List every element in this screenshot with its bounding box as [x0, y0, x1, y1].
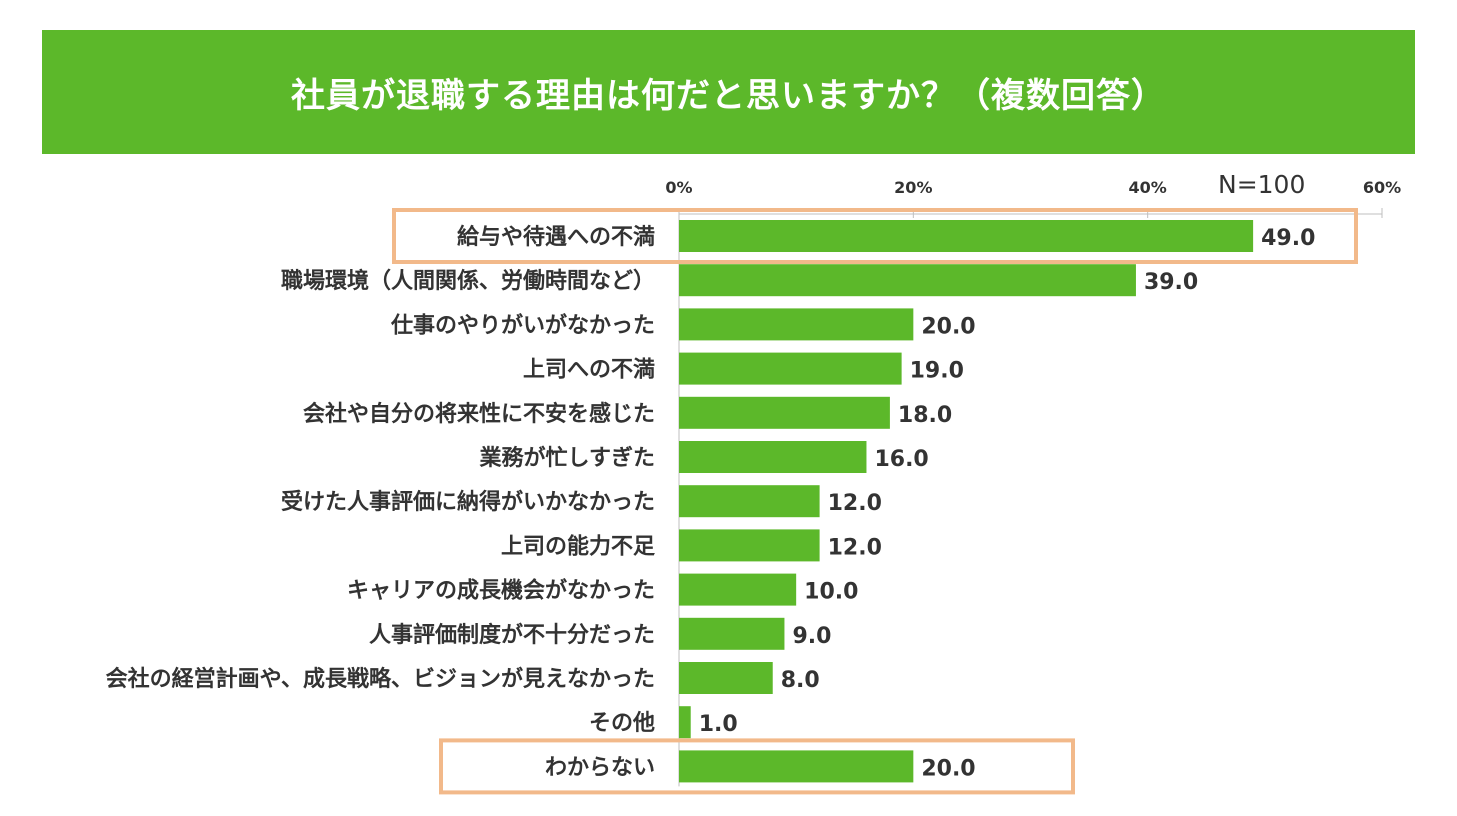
highlight-frame	[392, 208, 1358, 264]
value-label: 10.0	[804, 580, 858, 605]
x-tick-label: 0%	[665, 178, 692, 197]
value-label: 19.0	[910, 359, 964, 384]
value-label: 49.0	[1261, 226, 1315, 251]
bar	[679, 352, 902, 385]
sample-size-label: N=100	[1218, 170, 1306, 199]
value-label: 9.0	[792, 624, 831, 649]
category-label: 人事評価制度が不十分だった	[369, 622, 655, 648]
value-label: 8.0	[781, 668, 820, 693]
bar	[679, 617, 785, 650]
value-label: 39.0	[1144, 270, 1198, 295]
bar	[679, 396, 890, 429]
bar	[679, 706, 691, 739]
bar	[679, 529, 820, 562]
x-tick-label: 40%	[1129, 178, 1167, 197]
bar	[679, 264, 1136, 297]
x-tick-label: 20%	[894, 178, 932, 197]
bar	[679, 441, 867, 473]
category-label: 会社の経営計画や、成長戦略、ビジョンが見えなかった	[106, 666, 655, 692]
category-label: 受けた人事評価に納得がいかなかった	[281, 489, 655, 515]
value-label: 16.0	[874, 447, 928, 472]
title-banner: 社員が退職する理由は何だと思いますか？（複数回答）	[42, 30, 1415, 154]
category-label: 業務が忙しすぎた	[479, 445, 655, 471]
value-label: 12.0	[828, 491, 882, 516]
value-label: 18.0	[898, 403, 952, 428]
category-label: 上司の能力不足	[501, 533, 655, 559]
bar	[679, 750, 914, 783]
value-label: 20.0	[921, 314, 975, 339]
value-label: 1.0	[699, 712, 738, 737]
category-label: 会社や自分の将来性に不安を感じた	[303, 401, 655, 427]
bar	[679, 662, 773, 694]
bar	[679, 573, 797, 606]
bar	[679, 485, 820, 518]
bar	[679, 220, 1254, 252]
category-label: 給与や待遇への不満	[457, 224, 655, 250]
category-label: その他	[589, 711, 655, 736]
category-label: 上司への不満	[523, 357, 655, 383]
category-label: 仕事のやりがいがなかった	[390, 312, 655, 338]
chart-title: 社員が退職する理由は何だと思いますか？（複数回答）	[291, 75, 1166, 116]
category-label: わからない	[545, 755, 655, 780]
value-label: 12.0	[828, 535, 882, 560]
category-label: キャリアの成長機会がなかった	[347, 578, 655, 604]
bar	[679, 308, 914, 341]
value-label: 20.0	[921, 756, 975, 781]
x-tick-label: 60%	[1363, 178, 1401, 197]
category-label: 職場環境（人間関係、労働時間など）	[281, 268, 655, 294]
highlight-frame	[439, 738, 1075, 795]
